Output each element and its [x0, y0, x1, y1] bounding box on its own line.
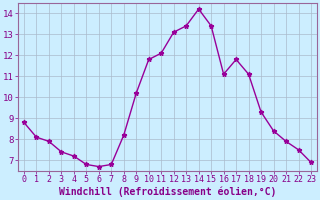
X-axis label: Windchill (Refroidissement éolien,°C): Windchill (Refroidissement éolien,°C)	[59, 187, 276, 197]
